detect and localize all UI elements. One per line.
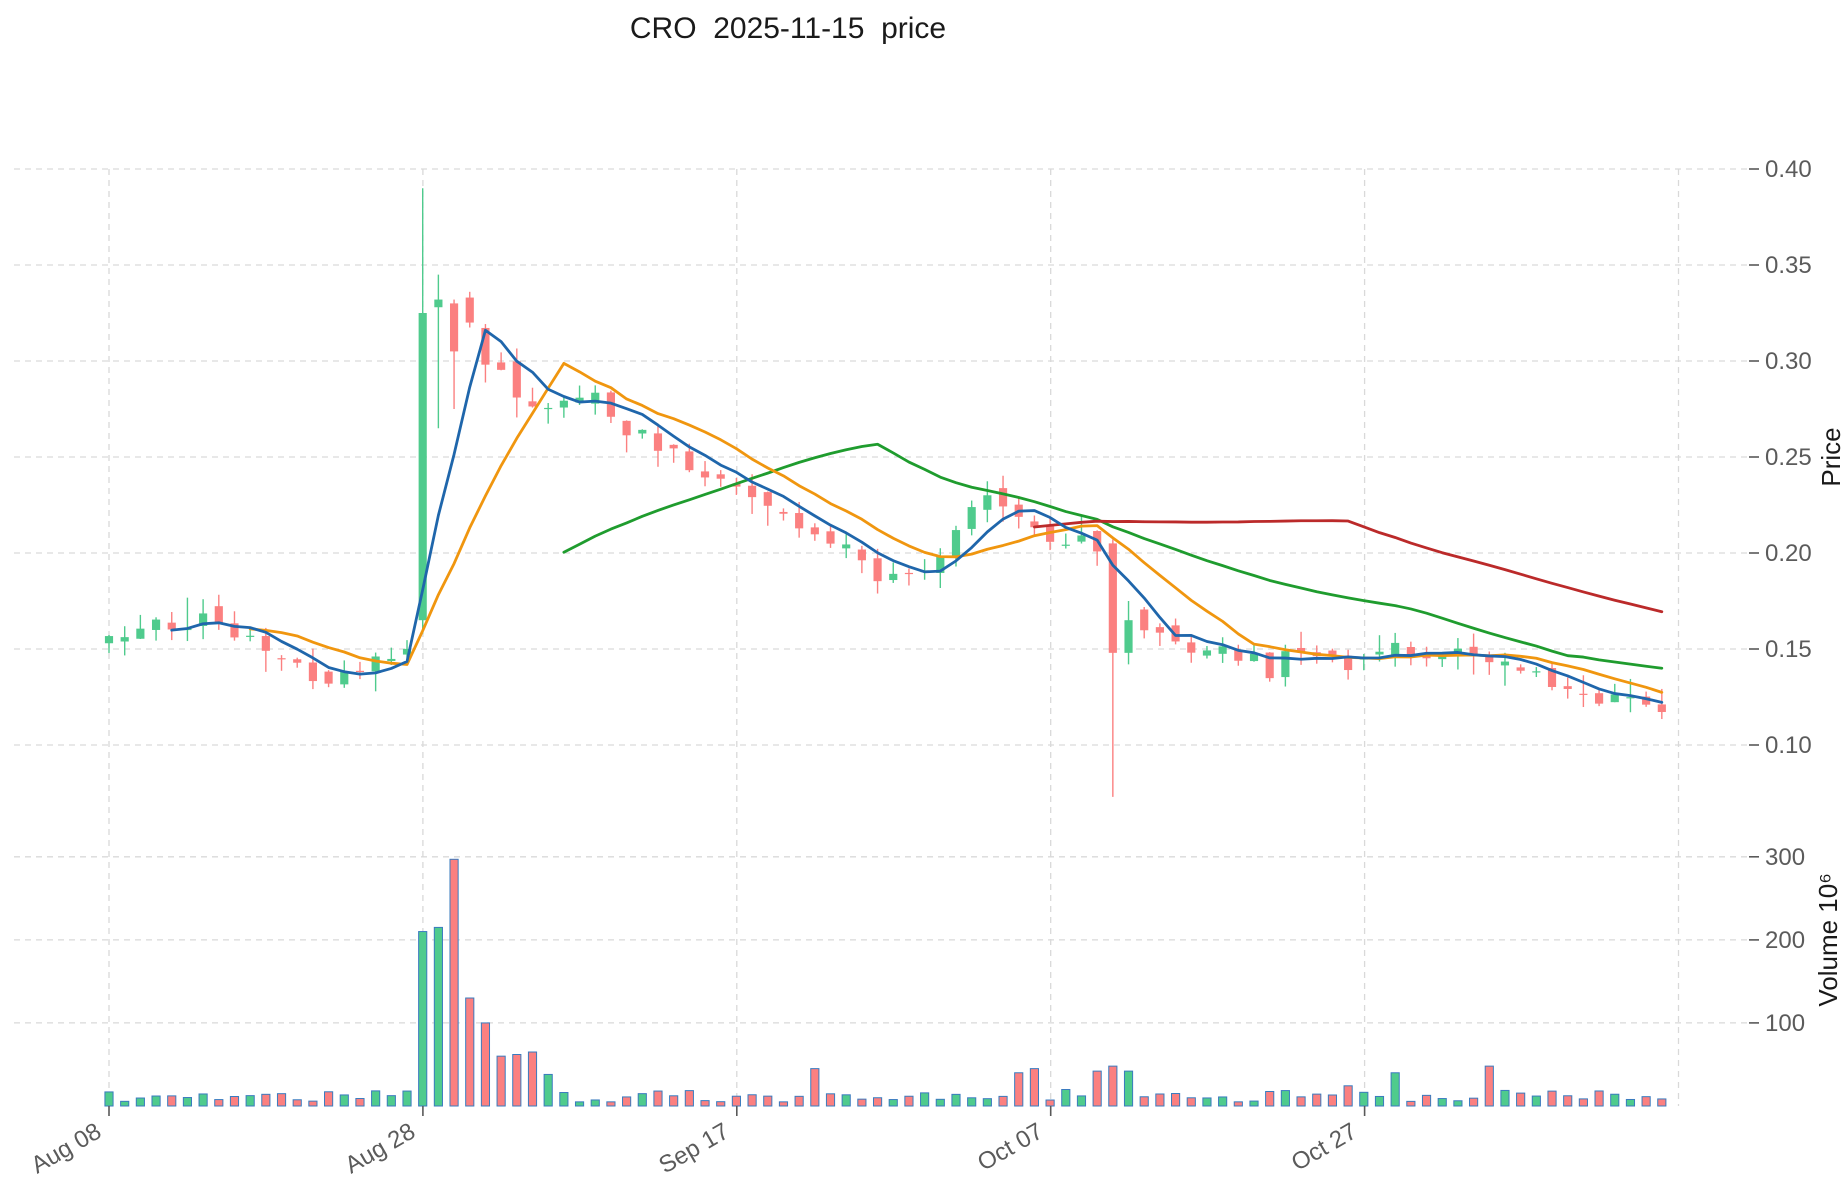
svg-text:300: 300 [1765, 844, 1805, 871]
svg-text:0.25: 0.25 [1765, 444, 1812, 471]
svg-text:0.10: 0.10 [1765, 732, 1812, 759]
svg-text:0.40: 0.40 [1765, 156, 1812, 183]
svg-text:Price: Price [1816, 427, 1846, 486]
svg-text:Volume 10⁶: Volume 10⁶ [1813, 873, 1843, 1007]
svg-text:0.35: 0.35 [1765, 252, 1812, 279]
svg-text:CRO 2025-11-15 price: CRO 2025-11-15 price [630, 12, 946, 45]
svg-text:100: 100 [1765, 1010, 1805, 1037]
svg-text:200: 200 [1765, 927, 1805, 954]
svg-text:0.15: 0.15 [1765, 636, 1812, 663]
svg-text:0.20: 0.20 [1765, 540, 1812, 567]
svg-text:0.30: 0.30 [1765, 348, 1812, 375]
